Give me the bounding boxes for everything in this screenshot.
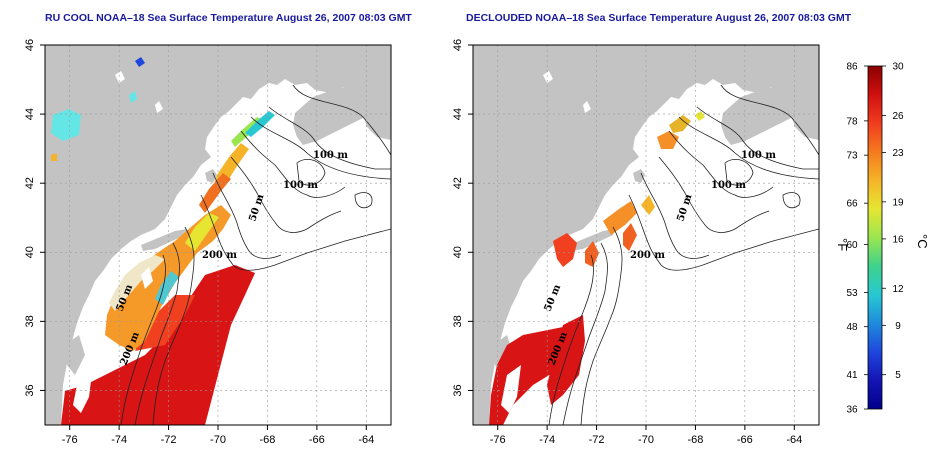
right-axes: -76 -74 -72 -70 -68 -66 -64 36 38 40 42 44 46: [452, 39, 802, 446]
lat-tick-label: 46: [24, 39, 36, 51]
left-axes: -76 -74 -72 -70 -68 -66 -64 36 38 40 42 44 46: [24, 39, 374, 446]
contour-label: 100 m: [313, 150, 348, 161]
lat-tick-label: 40: [24, 246, 36, 258]
celsius-tick-label: 12: [892, 284, 904, 295]
fahrenheit-tick-label: 60: [846, 240, 858, 251]
lon-tick-label: -64: [358, 434, 374, 446]
lat-tick-label: 36: [24, 384, 36, 396]
celsius-tick-label: 9: [895, 321, 901, 332]
colorbar-ramp: [867, 65, 883, 410]
lon-tick-label: -72: [589, 434, 605, 446]
fahrenheit-tick-label: 78: [846, 116, 858, 127]
contour-label: 100 m: [711, 180, 746, 191]
lon-tick-label: -70: [638, 434, 654, 446]
fahrenheit-tick-label: 53: [846, 288, 858, 299]
lon-tick-label: -76: [62, 434, 78, 446]
lon-tick-label: -74: [539, 434, 555, 446]
celsius-tick-label: 16: [892, 234, 904, 245]
celsius-unit-label: °C: [915, 234, 930, 249]
contour-label: 200 m: [202, 250, 237, 261]
left-panel-title: RU COOL NOAA–18 Sea Surface Temperature …: [45, 12, 412, 24]
celsius-tick-label: 26: [892, 111, 904, 122]
colorbar-celsius-labels: 30 26 23 19 16 12 9 5: [882, 62, 904, 381]
contour-label: 100 m: [283, 180, 318, 191]
lat-tick-label: 42: [24, 177, 36, 189]
lon-tick-label: -66: [309, 434, 325, 446]
lat-tick-label: 46: [452, 39, 464, 51]
fahrenheit-unit-label: °F: [835, 238, 850, 251]
colorbar-fahrenheit-labels: 86 78 73 66 60 53 48 41 36: [846, 62, 868, 416]
right-panel-title: DECLOUDED NOAA–18 Sea Surface Temperatur…: [466, 12, 852, 24]
lon-tick-label: -66: [737, 434, 753, 446]
fahrenheit-tick-label: 73: [846, 151, 858, 162]
lat-tick-label: 38: [452, 315, 464, 327]
lat-tick-label: 44: [452, 108, 464, 120]
celsius-tick-label: 19: [892, 197, 904, 208]
lat-tick-label: 44: [24, 108, 36, 120]
fahrenheit-tick-label: 66: [846, 199, 858, 210]
right-graticule: [473, 44, 819, 425]
celsius-tick-label: 5: [895, 370, 901, 381]
fahrenheit-tick-label: 36: [846, 405, 858, 416]
lon-tick-label: -64: [786, 434, 802, 446]
lat-tick-label: 42: [452, 177, 464, 189]
celsius-tick-label: 30: [892, 62, 904, 73]
lon-tick-label: -76: [490, 434, 506, 446]
fahrenheit-tick-label: 86: [846, 62, 858, 73]
fahrenheit-tick-label: 41: [846, 370, 858, 381]
lat-tick-label: 36: [452, 384, 464, 396]
lon-tick-label: -70: [210, 434, 226, 446]
lat-tick-label: 38: [24, 315, 36, 327]
lon-tick-label: -68: [259, 434, 275, 446]
fahrenheit-tick-label: 48: [846, 322, 858, 333]
colorbar: 86 78 73 66 60 53 48 41 36 30 26 23 19 16 12 9 5 °F °C: [835, 62, 930, 416]
lon-tick-label: -68: [687, 434, 703, 446]
left-graticule: [45, 44, 391, 425]
contour-label: 200 m: [630, 250, 665, 261]
lat-tick-label: 40: [452, 246, 464, 258]
celsius-tick-label: 23: [892, 148, 904, 159]
contour-label: 100 m: [741, 150, 776, 161]
lon-tick-label: -72: [161, 434, 177, 446]
lon-tick-label: -74: [111, 434, 127, 446]
